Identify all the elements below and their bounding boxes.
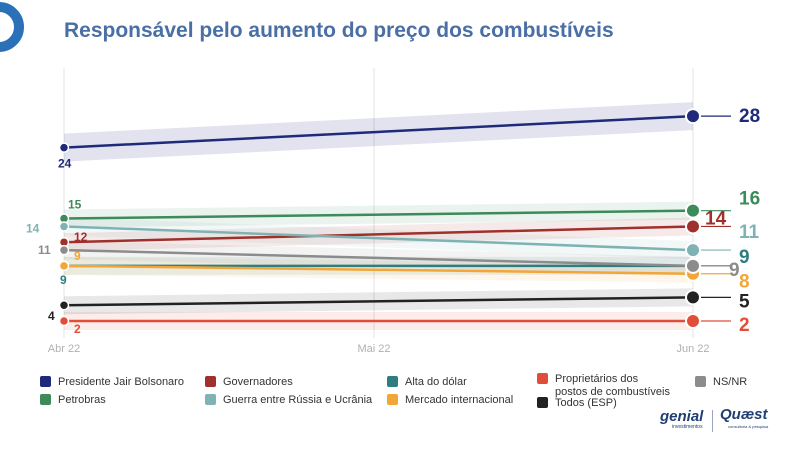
legend-item: Presidente Jair Bolsonaro	[40, 376, 184, 389]
series-start-label: 9	[60, 273, 67, 287]
series-start-label: 9	[74, 249, 81, 263]
series-end-label: 5	[739, 291, 750, 312]
legend-swatch	[387, 376, 398, 387]
legend-label: Petrobras	[58, 394, 106, 406]
legend-item: NS/NR	[695, 376, 747, 389]
series-line	[63, 296, 694, 307]
legend-swatch	[537, 397, 548, 408]
legend-item: Mercado internacional	[387, 394, 513, 407]
series-line	[63, 209, 694, 220]
series-end-label: 2	[739, 315, 750, 336]
legend-label: Presidente Jair Bolsonaro	[58, 376, 184, 388]
x-tick-label: Mai 22	[357, 343, 390, 355]
legend-label: Governadores	[223, 376, 293, 388]
legend-swatch	[205, 376, 216, 387]
genial-logo: genial	[660, 408, 704, 425]
legend-label: Todos (ESP)	[555, 397, 617, 409]
quaest-logo-sub: consultoria & pesquisa	[728, 424, 769, 429]
series-start-point	[58, 142, 70, 153]
legend-item: Alta do dólar	[387, 376, 467, 389]
series-end-point	[685, 242, 701, 259]
series-end-point	[685, 218, 701, 235]
series-line	[63, 248, 694, 268]
series-end-point	[685, 202, 701, 219]
legend-item: Proprietários dos postos de combustíveis	[537, 373, 670, 399]
legend-item: Governadores	[205, 376, 293, 389]
legend-item: Petrobras	[40, 394, 106, 407]
legend-label: Proprietários dos postos de combustíveis	[555, 373, 670, 398]
logo-divider	[712, 410, 713, 432]
series-end-label: 16	[739, 189, 760, 210]
series-start-label: 24	[58, 157, 72, 171]
series-start-label: 15	[68, 198, 82, 212]
legend-label: Mercado internacional	[405, 394, 514, 406]
series-line	[63, 225, 694, 244]
legend: Presidente Jair Bolsonaro Petrobras Gove…	[40, 373, 760, 416]
series-start-label: 12	[74, 230, 88, 244]
legend-swatch	[537, 373, 548, 384]
series-start-point	[58, 260, 70, 272]
series-end-label: 11	[739, 222, 760, 243]
series-end-label: 8	[739, 272, 750, 293]
series-start-point	[58, 221, 70, 232]
legend-item: Guerra entre Rússia e Ucrânia	[205, 394, 372, 407]
legend-label: Alta do dólar	[405, 376, 467, 388]
legend-swatch	[205, 394, 216, 405]
series-end-point	[685, 289, 701, 306]
series-end-point	[685, 257, 701, 274]
series-end-label: 9	[729, 260, 740, 281]
x-tick-label: Abr 22	[48, 343, 80, 355]
legend-swatch	[695, 376, 706, 387]
series-start-label: 2	[74, 322, 81, 336]
series-end-label: 9	[739, 247, 750, 268]
series-end-point	[685, 313, 701, 329]
genial-logo-sub: investimentos	[672, 424, 703, 430]
legend-swatch	[40, 394, 51, 405]
x-tick-label: Jun 22	[676, 343, 709, 355]
legend-label: NS/NR	[713, 376, 748, 388]
series-start-point	[58, 244, 70, 256]
legend-swatch	[387, 394, 398, 405]
series-end-label: 14	[705, 208, 727, 229]
legend-label: Guerra entre Rússia e Ucrânia	[223, 394, 373, 406]
series-line	[63, 264, 694, 275]
series-start-label: 11	[38, 243, 51, 257]
series-line	[63, 225, 694, 252]
series-end-label: 28	[739, 106, 760, 127]
series-start-point	[58, 315, 70, 327]
series-line	[63, 114, 694, 149]
series-start-label: 4	[48, 309, 55, 323]
chart-title: Responsável pelo aumento do preço dos co…	[64, 19, 614, 42]
quaest-logo: Quæst	[720, 406, 768, 423]
legend-item: Todos (ESP)	[537, 397, 617, 410]
series-end-point	[685, 108, 701, 125]
corner-logo	[0, 2, 24, 52]
legend-swatch	[40, 376, 51, 387]
series-start-label: 14	[26, 221, 40, 235]
series-start-point	[58, 299, 70, 311]
